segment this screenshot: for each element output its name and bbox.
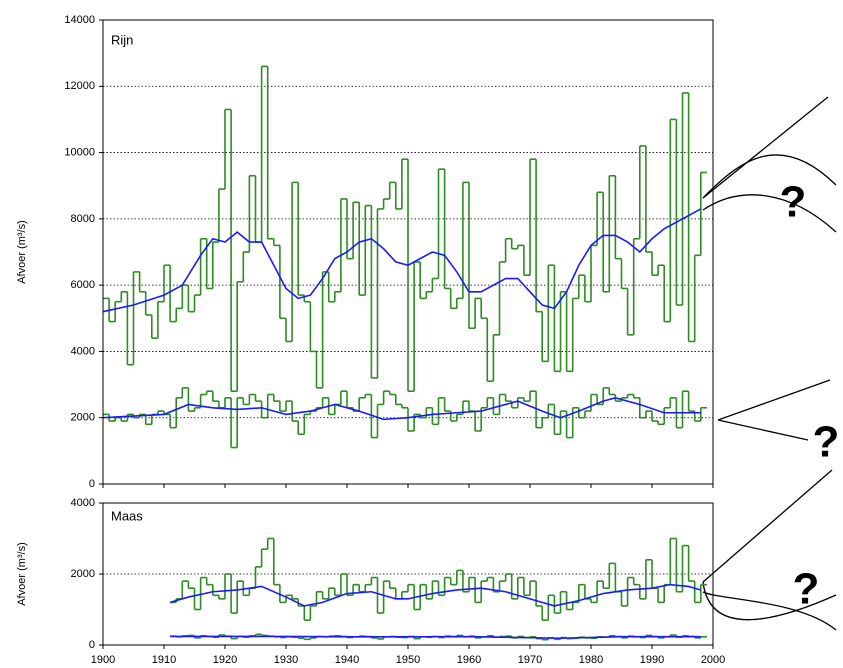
y-tick-label: 8000: [71, 213, 95, 225]
y-tick-label: 14000: [64, 14, 95, 26]
y-tick-label: 2000: [71, 568, 95, 580]
x-tick-label: 1930: [274, 654, 298, 666]
y-tick-label: 12000: [64, 80, 95, 92]
curve: [703, 195, 836, 232]
panel-title: Maas: [111, 508, 143, 523]
panel: 0 2000 4000 1900 1910 1920 1930 1940 1950 1960 197…: [16, 497, 725, 666]
curve: [703, 97, 828, 198]
x-tick-label: 1920: [213, 654, 237, 666]
y-tick-label: 4000: [71, 345, 95, 357]
step-connector: [176, 539, 701, 621]
smooth-line: [103, 209, 701, 312]
x-tick-label: 1970: [518, 654, 542, 666]
decorations: [703, 97, 836, 630]
y-tick-label: 0: [89, 639, 95, 651]
y-tick-label: 10000: [64, 146, 95, 158]
x-tick-label: 1960: [457, 654, 481, 666]
x-tick-label: 1900: [91, 654, 115, 666]
x-tick-label: 2000: [701, 654, 725, 666]
x-tick-label: 1950: [396, 654, 420, 666]
annotation: ?: [780, 178, 807, 227]
curve: [718, 420, 808, 440]
smooth-line: [103, 398, 701, 420]
smooth-line: [170, 636, 701, 638]
y-axis-label: Afvoer (m³/s): [16, 542, 28, 606]
chart: ? ? ? 0 2000 4000 6000 8000 10000 12000 14000 Ri…: [0, 0, 843, 668]
curve: [703, 155, 836, 198]
y-tick-label: 4000: [71, 497, 95, 509]
x-tick-label: 1980: [579, 654, 603, 666]
x-tick-label: 1910: [152, 654, 176, 666]
y-tick-label: 6000: [71, 279, 95, 291]
annotation: ?: [813, 418, 840, 467]
y-axis-label: Afvoer (m³/s): [16, 220, 28, 284]
panel: 0 2000 4000 6000 8000 10000 12000 14000 Rijn Afvo…: [16, 14, 713, 490]
panel-title: Rijn: [111, 32, 133, 47]
annotation: ?: [793, 565, 820, 614]
x-tick-label: 1940: [335, 654, 359, 666]
y-tick-label: 0: [89, 478, 95, 490]
step-connector: [109, 66, 701, 391]
curve: [718, 380, 830, 420]
y-tick-label: 2000: [71, 412, 95, 424]
x-tick-label: 1990: [640, 654, 664, 666]
